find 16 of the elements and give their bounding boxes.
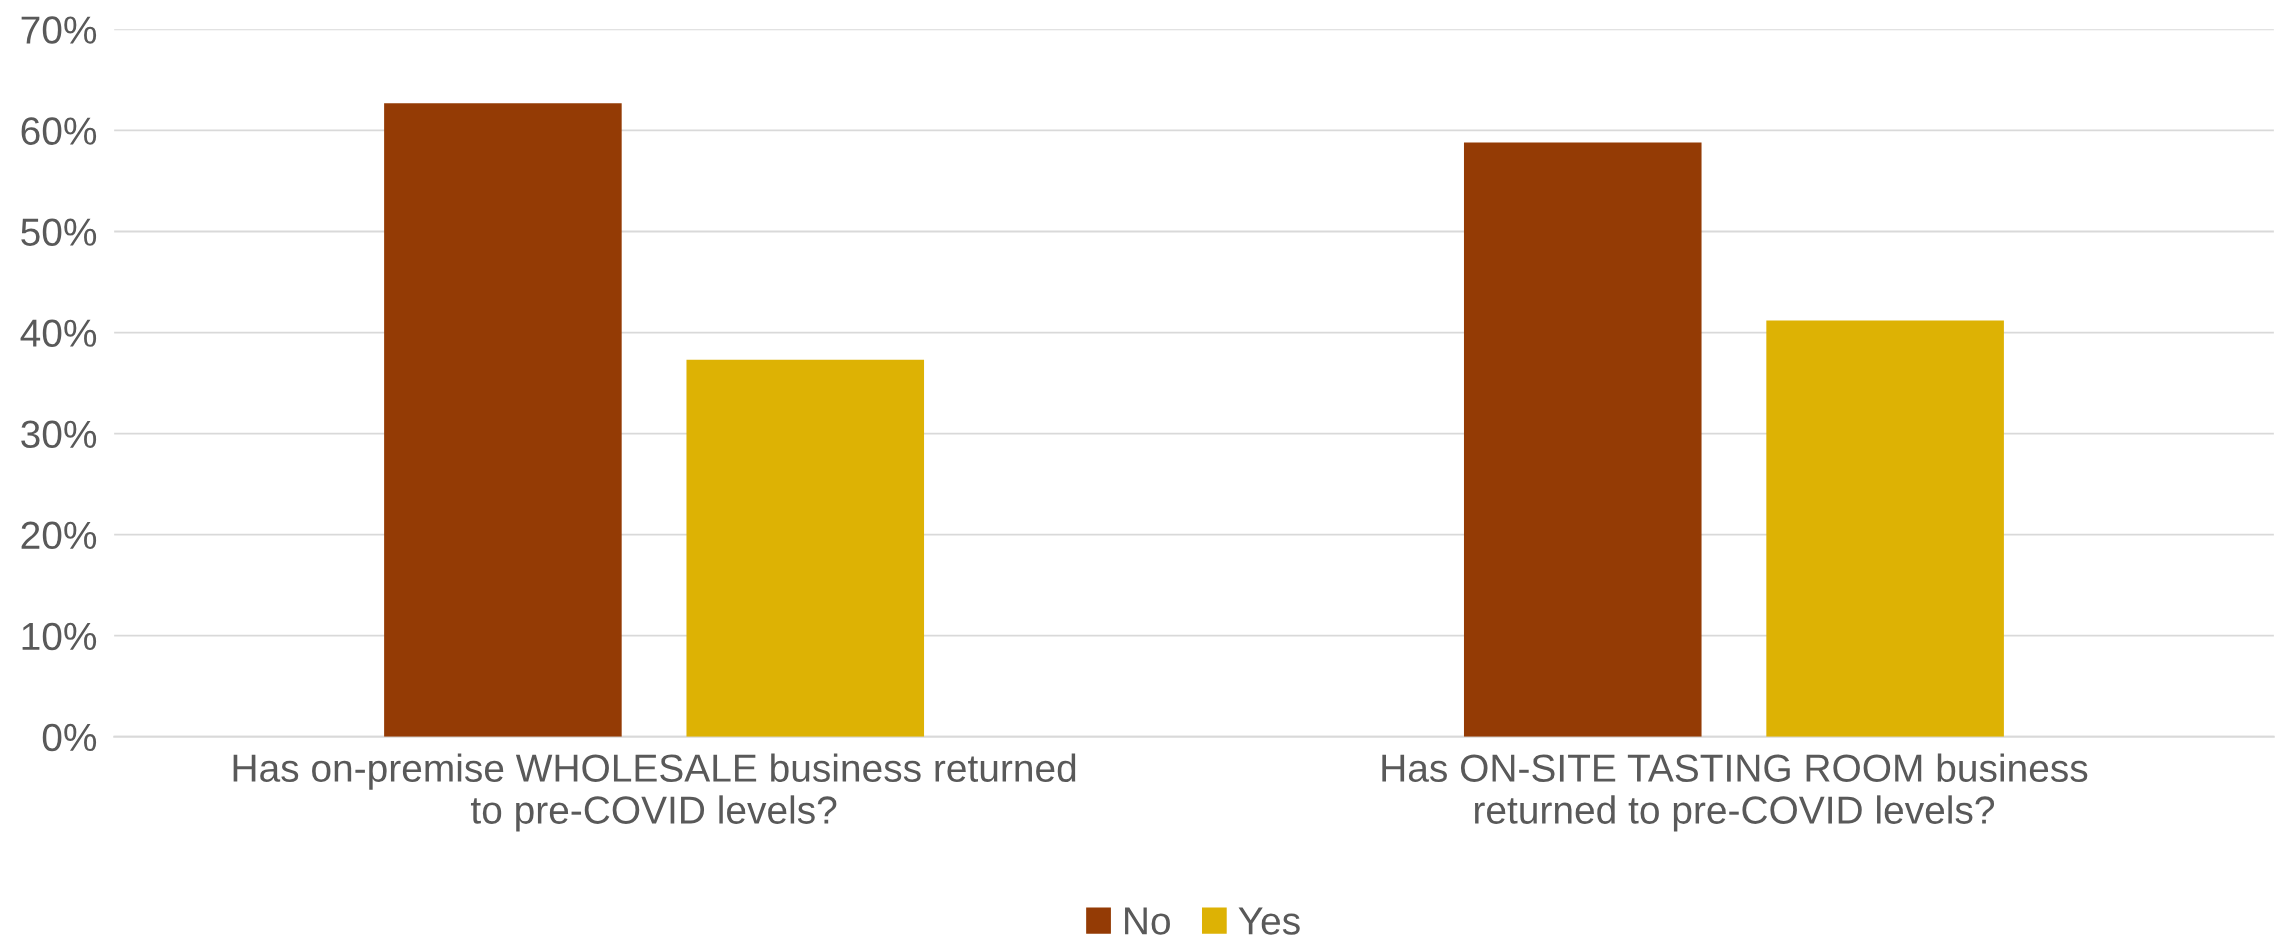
y-tick-label: 20% bbox=[21, 521, 97, 550]
y-tick-label: 60% bbox=[21, 117, 97, 145]
legend-label: No bbox=[1125, 907, 1170, 935]
y-tick-label: 30% bbox=[21, 420, 97, 449]
x-tick-label: Has ON-SITE TASTING ROOM business returned to pre-COVID levels? bbox=[1382, 753, 2088, 832]
y-tick-label: 70% bbox=[21, 16, 97, 44]
bar bbox=[1766, 320, 2004, 737]
bar bbox=[686, 359, 925, 737]
legend-label: Yes bbox=[1238, 907, 1300, 935]
y-tick-label: 10% bbox=[22, 622, 97, 651]
bar bbox=[1463, 142, 1702, 737]
x-tick-label: Has on-premise WHOLESALE business returned to pre-COVID levels? bbox=[233, 753, 1076, 832]
y-tick-label: 0% bbox=[42, 723, 97, 752]
y-tick-label: 50% bbox=[21, 218, 97, 246]
y-tick-label: 40% bbox=[20, 319, 97, 348]
bar bbox=[384, 103, 622, 737]
